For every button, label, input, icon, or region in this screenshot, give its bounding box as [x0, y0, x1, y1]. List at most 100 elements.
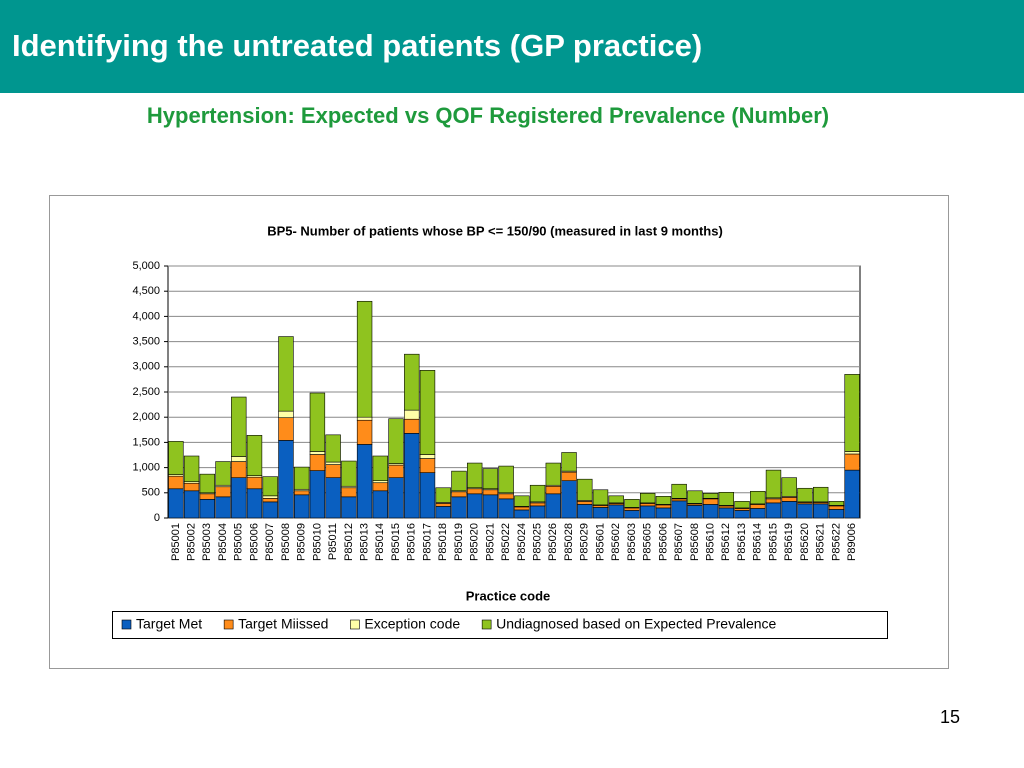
bar-segment: [718, 505, 735, 509]
x-tick-label: P85020: [469, 523, 481, 561]
x-tick-label: P85003: [201, 523, 213, 561]
bar-segment: [341, 460, 357, 487]
bar-segment: [231, 456, 247, 462]
bar-segment: [325, 461, 341, 465]
bar-segment: [278, 410, 294, 419]
bar-segment: [529, 484, 546, 503]
bar-segment: [828, 501, 845, 506]
bar-segment: [655, 504, 672, 509]
bar-segment: [231, 477, 247, 519]
bar-segment: [435, 506, 451, 519]
bar-segment: [844, 374, 860, 452]
y-tick-label: 0: [154, 512, 160, 524]
bar-segment: [514, 495, 530, 507]
bar-segment: [168, 488, 184, 519]
bar-segment: [356, 300, 373, 418]
bar-segment: [293, 466, 310, 490]
bar-segment: [797, 487, 813, 503]
bar-segment: [702, 504, 719, 519]
x-tick-label: P85004: [217, 523, 229, 561]
y-tick-label: 500: [142, 487, 160, 499]
legend-swatch: [121, 619, 132, 630]
bar-segment: [718, 491, 735, 506]
x-tick-label: P85602: [610, 523, 622, 561]
bar-segment: [608, 495, 624, 504]
x-tick-label: P85001: [170, 523, 182, 561]
bar-segment: [687, 505, 703, 519]
bar-segment: [812, 503, 829, 519]
x-tick-label: P85018: [437, 523, 449, 561]
bar-segment: [561, 480, 577, 519]
bar-segment: [514, 509, 530, 519]
x-tick-label: P85605: [642, 523, 654, 561]
bar-segment: [231, 396, 247, 457]
x-tick-label: P85615: [767, 523, 779, 561]
bar-segment: [466, 488, 483, 495]
x-tick-label: P85622: [830, 523, 842, 561]
bar-segment: [812, 486, 829, 503]
bar-segment: [419, 472, 436, 519]
bar-segment: [215, 461, 231, 486]
header-bar: [0, 0, 1024, 93]
bar-segment: [671, 500, 687, 519]
x-tick-label: P85603: [626, 523, 638, 561]
bar-segment: [592, 489, 609, 506]
bar-segment: [183, 490, 200, 519]
y-tick-label: 5,000: [132, 260, 160, 272]
bar-segment: [325, 434, 341, 463]
x-tick-label: P85007: [264, 523, 276, 561]
x-tick-label: P85012: [343, 523, 355, 561]
bar-segment: [435, 503, 451, 507]
bar-segment: [545, 493, 562, 519]
bar-segment: [199, 499, 216, 519]
bar-segment: [671, 483, 687, 499]
bar-segment: [655, 507, 672, 519]
x-tick-label: P85029: [579, 523, 591, 561]
y-tick-label: 4,000: [132, 310, 160, 322]
bar-segment: [529, 502, 546, 507]
bar-segment: [168, 441, 184, 475]
bar-segment: [404, 433, 420, 519]
bar-segment: [577, 478, 593, 501]
bar-segment: [246, 488, 263, 519]
x-tick-label: P85028: [563, 523, 575, 561]
bar-segment: [246, 435, 263, 476]
bar-segment: [750, 504, 766, 509]
bar-segment: [466, 493, 483, 519]
x-tick-label: P85021: [484, 523, 496, 561]
y-tick-label: 1,500: [132, 436, 160, 448]
x-tick-label: P85016: [406, 523, 418, 561]
bar-segment: [750, 490, 766, 505]
bar-segment: [309, 451, 326, 455]
bar-segment: [765, 469, 782, 499]
legend-label: Exception code: [364, 616, 460, 632]
legend-label: Target Met: [136, 616, 202, 632]
x-tick-label: P85025: [531, 523, 543, 561]
slide-title: Identifying the untreated patients (GP p…: [12, 28, 702, 63]
bar-segment: [246, 476, 263, 490]
x-tick-label: P85026: [547, 523, 559, 561]
y-tick-label: 2,000: [132, 411, 160, 423]
bar-segment: [545, 485, 562, 495]
y-tick-label: 4,500: [132, 285, 160, 297]
legend-swatch: [223, 619, 234, 630]
x-tick-label: P89006: [846, 523, 858, 561]
bar-segment: [372, 480, 389, 484]
bar-segment: [482, 494, 499, 519]
chart-title: BP5- Number of patients whose BP <= 150/…: [267, 223, 723, 238]
bar-segment: [765, 502, 782, 519]
bar-segment: [529, 505, 546, 519]
bar-segment: [498, 465, 514, 494]
x-tick-label: P85610: [704, 523, 716, 561]
bar-segment: [356, 444, 373, 519]
bar-segment: [183, 455, 200, 483]
y-tick-label: 1,000: [132, 462, 160, 474]
bar-segment: [199, 473, 216, 494]
bar-segment: [278, 440, 294, 519]
bar-segment: [734, 510, 750, 519]
bar-segment: [215, 496, 231, 519]
bar-segment: [702, 493, 719, 499]
bar-segment: [451, 470, 467, 492]
bar-segment: [199, 493, 216, 500]
